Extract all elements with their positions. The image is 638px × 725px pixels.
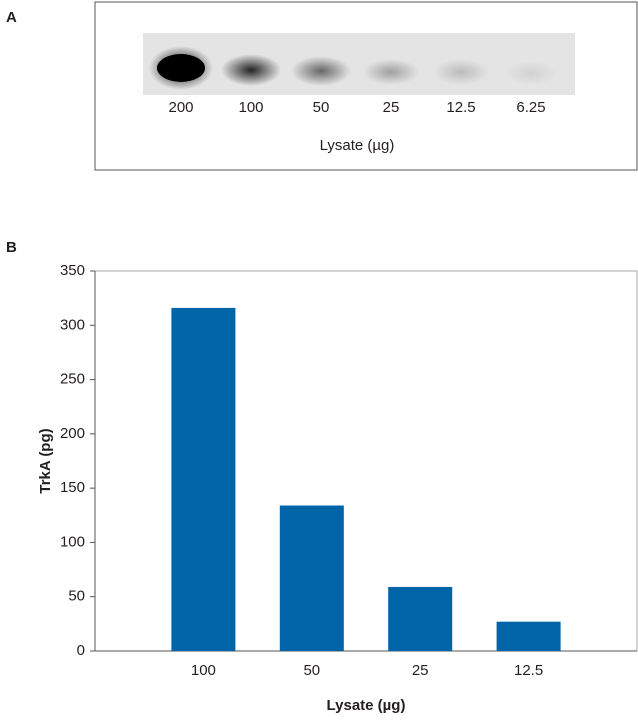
x-tick-label: 100 (191, 662, 216, 679)
lane-label: 50 (313, 99, 330, 116)
y-tick-label: 300 (60, 316, 85, 333)
y-tick-label: 100 (60, 533, 85, 550)
bar (279, 505, 344, 651)
y-tick-label: 150 (60, 479, 85, 496)
x-tick-label: 25 (412, 662, 429, 679)
bar (496, 621, 561, 651)
blot-frame (94, 1, 638, 171)
lane-label: 6.25 (516, 99, 545, 116)
lane-label: 200 (168, 99, 193, 116)
blot-image (143, 33, 575, 95)
bar (171, 307, 236, 651)
panel-label: B (6, 239, 17, 256)
y-tick-label: 50 (68, 588, 85, 605)
blot-xlabel: Lysate (µg) (320, 137, 395, 154)
y-tick-label: 350 (60, 262, 85, 279)
y-axis-title: TrkA (pg) (37, 428, 54, 493)
panel-label: A (6, 9, 17, 26)
y-tick-label: 200 (60, 425, 85, 442)
y-tick-label: 0 (77, 642, 85, 659)
blot-bands (149, 46, 557, 90)
x-axis-title: Lysate (µg) (327, 697, 406, 714)
lane-label: 25 (383, 99, 400, 116)
lane-label: 100 (238, 99, 263, 116)
y-tick-label: 250 (60, 371, 85, 388)
bar (388, 586, 453, 651)
x-tick-label: 50 (303, 662, 320, 679)
lane-label: 12.5 (446, 99, 475, 116)
x-tick-label: 12.5 (514, 662, 543, 679)
